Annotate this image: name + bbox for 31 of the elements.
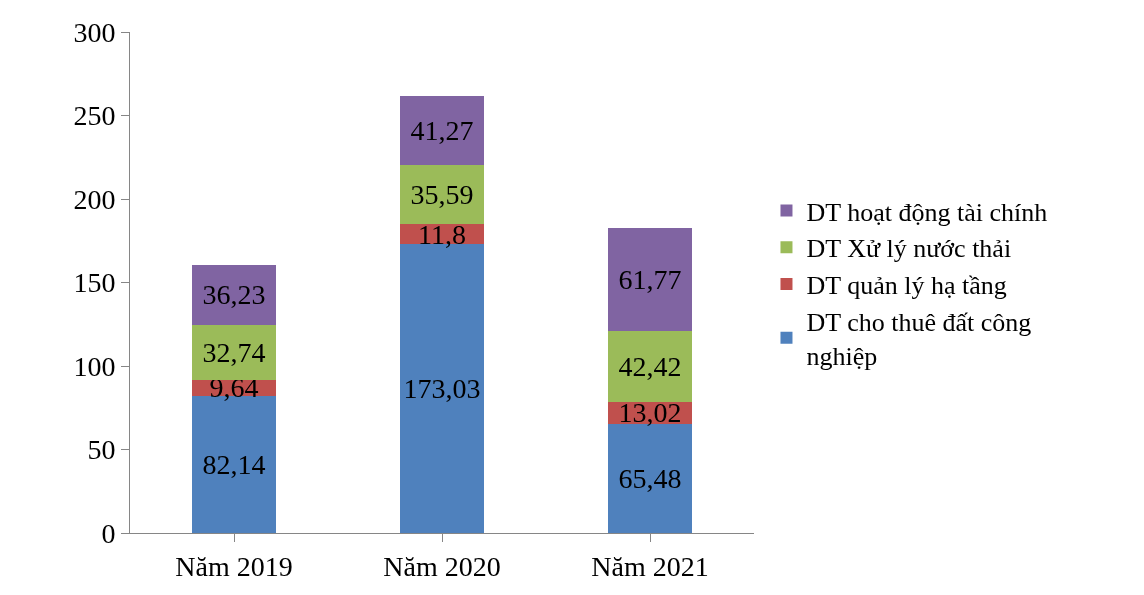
y-tick-label: 50 (87, 434, 116, 466)
legend-label: DT Xử lý nước thải (806, 234, 1012, 264)
data-label: 82,14 (202, 448, 266, 480)
bar (400, 95, 484, 165)
y-tick-label: 0 (101, 517, 116, 549)
data-label: 61,77 (618, 263, 682, 295)
data-label: 36,23 (202, 279, 266, 311)
data-label: 42,42 (618, 350, 682, 382)
bar (192, 325, 276, 380)
data-label: 65,48 (618, 462, 682, 494)
legend-label: DT cho thuê đất công nghiệp (806, 307, 1032, 371)
legend-label: DT quản lý hạ tầng (806, 271, 1007, 301)
data-label: 173,03 (403, 373, 481, 405)
y-tick-label: 100 (73, 350, 116, 382)
data-label: 11,8 (418, 218, 466, 250)
legend-label: DT hoạt động tài chính (806, 197, 1048, 227)
bar (608, 331, 692, 402)
y-tick-label: 250 (73, 100, 116, 132)
data-label: 35,59 (410, 179, 474, 211)
data-label: 41,27 (410, 114, 474, 146)
y-tick-label: 200 (73, 183, 116, 215)
bar (608, 227, 692, 332)
x-tick-label: Năm 2020 (383, 550, 501, 582)
bar (192, 264, 276, 326)
x-tick-label: Năm 2021 (591, 550, 709, 582)
x-tick-label: Năm 2019 (175, 550, 293, 582)
y-tick-label: 300 (73, 16, 116, 48)
data-label: 13,02 (618, 397, 682, 429)
y-tick-label: 150 (73, 267, 116, 299)
bar (400, 164, 484, 225)
data-label: 32,74 (202, 336, 266, 368)
